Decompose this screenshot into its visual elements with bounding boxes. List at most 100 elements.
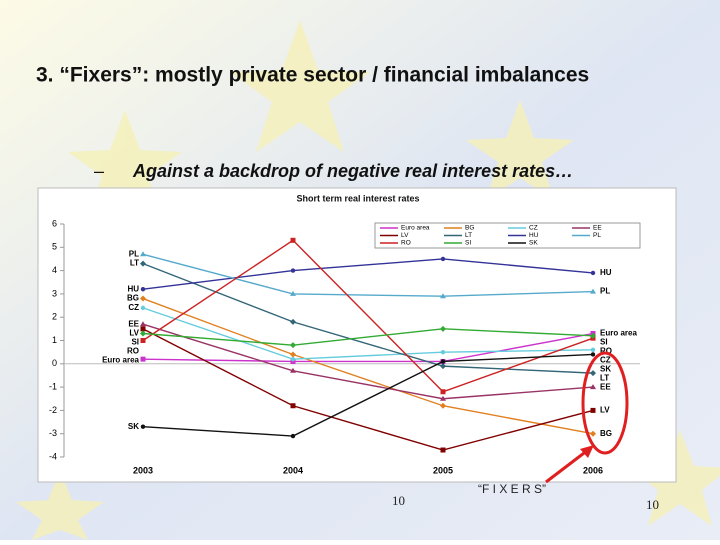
marker bbox=[590, 352, 596, 357]
marker bbox=[140, 295, 146, 302]
marker bbox=[290, 403, 296, 409]
series-end-label: BG bbox=[600, 429, 612, 438]
marker bbox=[290, 433, 296, 439]
series-line bbox=[142, 328, 594, 346]
marker bbox=[290, 367, 296, 373]
legend-label: PL bbox=[593, 232, 601, 239]
legend-label: LV bbox=[401, 232, 409, 239]
series-end-label: HU bbox=[127, 284, 139, 293]
y-tick-label: -2 bbox=[49, 405, 57, 415]
series-end-label: LT bbox=[130, 259, 139, 268]
y-tick-label: 2 bbox=[52, 312, 57, 322]
legend-label: CZ bbox=[529, 225, 538, 232]
marker bbox=[140, 338, 146, 343]
marker bbox=[590, 370, 596, 377]
series-end-label: Euro area bbox=[600, 329, 637, 338]
marker bbox=[140, 287, 146, 292]
marker bbox=[290, 318, 296, 325]
subtitle: Against a backdrop of negative real inte… bbox=[132, 161, 573, 181]
legend-label: LT bbox=[465, 232, 472, 239]
y-tick-label: 4 bbox=[52, 265, 57, 275]
series-line bbox=[142, 258, 594, 290]
series-end-label: LT bbox=[600, 374, 609, 383]
y-tick-label: 5 bbox=[52, 242, 57, 252]
series-line bbox=[142, 328, 594, 451]
x-tick-label: 2004 bbox=[283, 465, 303, 475]
series-end-label: PL bbox=[129, 249, 139, 258]
marker bbox=[440, 389, 446, 395]
series-line bbox=[142, 307, 594, 360]
marker bbox=[140, 321, 146, 327]
series-line bbox=[142, 253, 594, 297]
series-line bbox=[142, 297, 594, 435]
fixers-label: “F I X E R S” bbox=[478, 482, 546, 496]
y-tick-label: -4 bbox=[49, 451, 57, 461]
arrow-head bbox=[580, 445, 594, 458]
series-end-label: BG bbox=[127, 294, 139, 303]
x-tick-label: 2005 bbox=[433, 465, 453, 475]
marker bbox=[290, 237, 296, 243]
marker bbox=[590, 384, 596, 390]
marker bbox=[440, 363, 446, 370]
marker bbox=[590, 347, 596, 353]
legend-label: RO bbox=[401, 240, 411, 247]
series-end-label: SI bbox=[600, 338, 608, 347]
legend-label: SK bbox=[529, 240, 538, 247]
marker bbox=[590, 288, 596, 294]
marker bbox=[590, 332, 596, 339]
marker bbox=[290, 342, 296, 349]
x-tick-label: 2003 bbox=[133, 465, 153, 475]
marker bbox=[590, 430, 596, 437]
marker bbox=[140, 251, 146, 257]
marker bbox=[290, 290, 296, 296]
series-line bbox=[142, 332, 594, 363]
legend-label: SI bbox=[465, 240, 471, 247]
marker bbox=[440, 395, 446, 401]
legend-label: EE bbox=[593, 225, 602, 232]
series-end-label: PL bbox=[600, 287, 610, 296]
marker bbox=[140, 305, 146, 311]
series-end-label: EE bbox=[600, 383, 611, 392]
chart-title: Short term real interest rates bbox=[296, 193, 419, 203]
series-end-label: HU bbox=[600, 268, 612, 277]
marker bbox=[440, 256, 446, 262]
marker bbox=[140, 330, 146, 337]
marker bbox=[590, 407, 596, 413]
marker bbox=[140, 326, 146, 332]
marker bbox=[440, 293, 446, 299]
marker bbox=[290, 351, 296, 358]
marker bbox=[590, 270, 596, 276]
series-line bbox=[142, 262, 594, 374]
slide-title: 3. “Fixers”: mostly private sector / fin… bbox=[36, 64, 589, 87]
y-tick-label: 1 bbox=[52, 335, 57, 345]
legend-label: BG bbox=[465, 225, 474, 232]
bullet: – bbox=[94, 161, 104, 181]
marker bbox=[440, 447, 446, 453]
series-end-label: CZ bbox=[128, 303, 139, 312]
series-line bbox=[142, 239, 594, 393]
series-end-label: EE bbox=[128, 319, 139, 328]
series-end-label: Euro area bbox=[102, 355, 139, 364]
series-end-label: SK bbox=[128, 422, 139, 431]
series-end-label: SI bbox=[131, 337, 139, 346]
legend-box bbox=[374, 222, 641, 249]
marker bbox=[290, 356, 296, 362]
series-line bbox=[142, 353, 594, 437]
series-end-label: LV bbox=[600, 406, 610, 415]
series-end-label: CZ bbox=[600, 356, 611, 365]
marker bbox=[140, 424, 146, 429]
marker bbox=[440, 359, 446, 364]
legend-label: HU bbox=[529, 232, 539, 239]
y-tick-label: -1 bbox=[49, 381, 57, 391]
marker bbox=[440, 349, 446, 355]
series-end-label: LV bbox=[129, 328, 139, 337]
y-tick-label: -3 bbox=[49, 428, 57, 438]
highlight-oval bbox=[581, 351, 629, 455]
marker bbox=[140, 260, 146, 267]
series-end-label: SK bbox=[600, 365, 611, 374]
marker bbox=[140, 356, 146, 362]
page-number: 10 bbox=[392, 493, 405, 508]
